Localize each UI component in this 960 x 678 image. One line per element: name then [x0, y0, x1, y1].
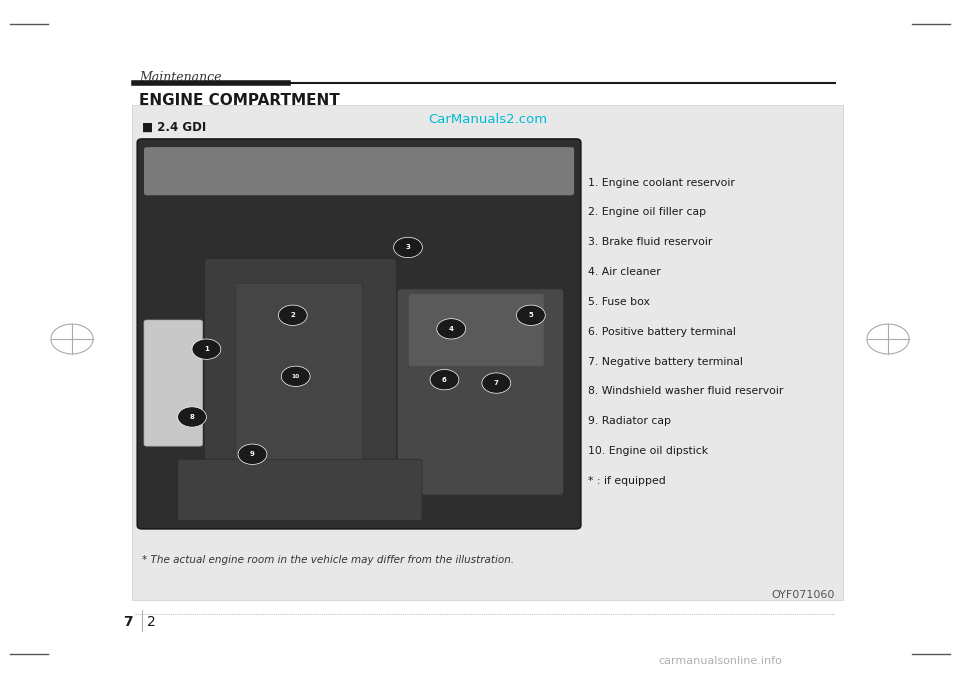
- FancyBboxPatch shape: [408, 294, 544, 367]
- Text: 3: 3: [405, 245, 411, 250]
- Text: 2: 2: [147, 616, 156, 629]
- Text: * : if equipped: * : if equipped: [588, 476, 665, 486]
- Text: 9. Radiator cap: 9. Radiator cap: [588, 416, 670, 426]
- Text: 2. Engine oil filler cap: 2. Engine oil filler cap: [588, 207, 706, 218]
- FancyBboxPatch shape: [144, 147, 574, 195]
- Circle shape: [281, 366, 310, 386]
- Text: CarManuals2.com: CarManuals2.com: [428, 113, 547, 126]
- Text: 5. Fuse box: 5. Fuse box: [588, 297, 649, 307]
- Text: 7: 7: [123, 616, 132, 629]
- Text: 4: 4: [448, 326, 454, 332]
- Text: 2: 2: [291, 313, 295, 318]
- Text: carmanualsonline.info: carmanualsonline.info: [658, 656, 782, 666]
- FancyBboxPatch shape: [132, 105, 843, 600]
- Circle shape: [516, 305, 545, 325]
- Text: 1: 1: [204, 346, 209, 352]
- Text: 6: 6: [443, 377, 446, 382]
- Circle shape: [178, 407, 206, 427]
- Text: Maintenance: Maintenance: [139, 71, 222, 84]
- FancyBboxPatch shape: [397, 289, 564, 495]
- Text: 8. Windshield washer fluid reservoir: 8. Windshield washer fluid reservoir: [588, 386, 783, 397]
- FancyBboxPatch shape: [137, 139, 581, 529]
- Text: ■ 2.4 GDI: ■ 2.4 GDI: [142, 121, 206, 134]
- Circle shape: [437, 319, 466, 339]
- Text: OYF071060: OYF071060: [772, 590, 835, 600]
- Circle shape: [278, 305, 307, 325]
- Text: 4. Air cleaner: 4. Air cleaner: [588, 267, 660, 277]
- Text: ENGINE COMPARTMENT: ENGINE COMPARTMENT: [139, 93, 340, 108]
- FancyBboxPatch shape: [235, 283, 363, 460]
- Text: 10. Engine oil dipstick: 10. Engine oil dipstick: [588, 446, 708, 456]
- Text: 10: 10: [292, 374, 300, 379]
- Text: 9: 9: [250, 452, 255, 457]
- Text: * The actual engine room in the vehicle may differ from the illustration.: * The actual engine room in the vehicle …: [142, 555, 515, 565]
- Text: 5: 5: [529, 313, 533, 318]
- FancyBboxPatch shape: [178, 459, 422, 521]
- Text: 6. Positive battery terminal: 6. Positive battery terminal: [588, 327, 735, 337]
- Circle shape: [192, 339, 221, 359]
- Text: 1. Engine coolant reservoir: 1. Engine coolant reservoir: [588, 178, 734, 188]
- Circle shape: [394, 237, 422, 258]
- FancyBboxPatch shape: [144, 320, 203, 446]
- Circle shape: [482, 373, 511, 393]
- Text: 3. Brake fluid reservoir: 3. Brake fluid reservoir: [588, 237, 712, 247]
- Text: 7. Negative battery terminal: 7. Negative battery terminal: [588, 357, 742, 367]
- Text: 7: 7: [493, 380, 499, 386]
- Circle shape: [238, 444, 267, 464]
- Circle shape: [430, 370, 459, 390]
- Text: 8: 8: [189, 414, 195, 420]
- FancyBboxPatch shape: [204, 258, 396, 495]
